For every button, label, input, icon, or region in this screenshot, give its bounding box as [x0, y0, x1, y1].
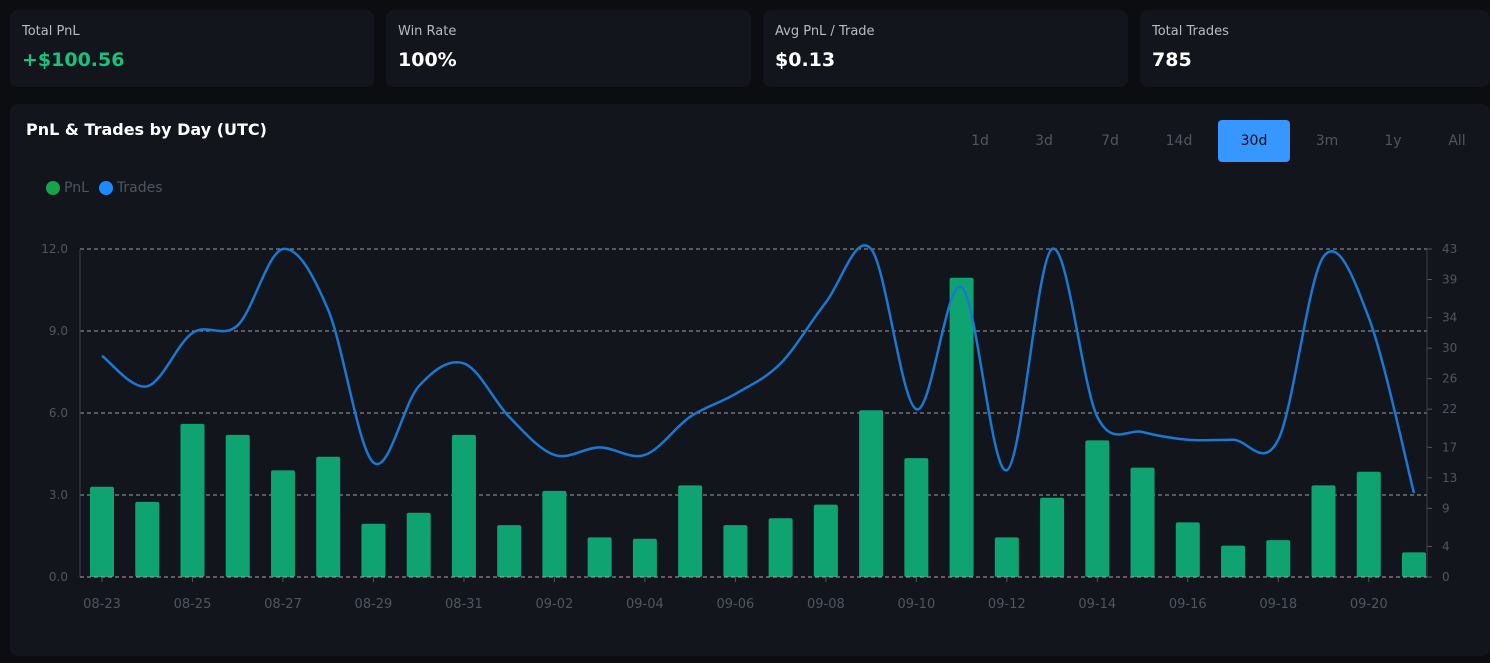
pnl-dot-icon	[46, 181, 60, 195]
x-tick-label: 08-31	[445, 597, 483, 612]
trades-line	[101, 244, 1416, 494]
x-tick-label: 08-27	[264, 597, 302, 612]
range-button-all[interactable]: All	[1448, 133, 1466, 149]
x-tick-label: 09-02	[536, 597, 574, 612]
pnl-bar	[180, 423, 205, 577]
pnl-bar	[1311, 485, 1336, 577]
chart-legend: PnL Trades	[46, 180, 173, 196]
pnl-bar	[451, 434, 476, 577]
y-right-tick-label: 4	[1442, 539, 1450, 553]
stat-value: +$100.56	[22, 49, 125, 71]
y-right-tick-label: 22	[1442, 402, 1457, 416]
y-right-tick-label: 43	[1442, 242, 1457, 256]
range-button-3m[interactable]: 3m	[1315, 133, 1339, 149]
legend-item-pnl[interactable]: PnL	[46, 180, 89, 196]
pnl-bar	[768, 518, 793, 577]
panel-title: PnL & Trades by Day (UTC)	[26, 120, 267, 139]
pnl-bar	[1085, 440, 1110, 577]
y-right-tick-label: 17	[1442, 440, 1457, 454]
stat-label: Total PnL	[22, 24, 80, 39]
range-button-3d[interactable]: 3d	[1035, 133, 1053, 149]
pnl-bar	[632, 538, 657, 577]
pnl-bar	[225, 434, 250, 577]
x-tick-label: 08-29	[355, 597, 393, 612]
y-right-tick-label: 9	[1442, 501, 1450, 515]
pnl-bar	[1130, 467, 1155, 577]
stat-value: 785	[1152, 49, 1192, 71]
legend-item-trades[interactable]: Trades	[98, 180, 163, 196]
stat-card-win-rate: Win Rate 100%	[386, 10, 751, 87]
pnl-bar	[497, 525, 522, 577]
pnl-bar	[994, 537, 1019, 577]
range-button-1d[interactable]: 1d	[971, 133, 989, 149]
x-tick-label: 09-14	[1078, 597, 1116, 612]
pnl-bar	[587, 537, 612, 577]
stat-card-avg-pnl: Avg PnL / Trade $0.13	[763, 10, 1128, 87]
range-button-7d[interactable]: 7d	[1101, 133, 1119, 149]
range-button-1y[interactable]: 1y	[1384, 133, 1402, 149]
y-right-tick-label: 26	[1442, 372, 1457, 386]
y-right-tick-label: 0	[1442, 570, 1450, 584]
y-right-tick-label: 30	[1442, 341, 1457, 355]
y-left-tick-label: 0.0	[49, 570, 68, 584]
stat-value: $0.13	[775, 49, 836, 71]
pnl-bar	[723, 525, 748, 577]
y-left-tick-label: 12.0	[41, 242, 68, 256]
x-tick-label: 09-10	[897, 597, 935, 612]
x-tick-label: 09-16	[1169, 597, 1207, 612]
pnl-bar	[1266, 540, 1291, 577]
stat-card-total-pnl: Total PnL +$100.56	[10, 10, 374, 87]
pnl-bar	[270, 470, 295, 577]
pnl-bar	[1040, 497, 1065, 577]
x-tick-label: 09-20	[1350, 597, 1388, 612]
pnl-bar	[949, 277, 974, 577]
x-tick-label: 09-12	[988, 597, 1026, 612]
x-tick-label: 09-18	[1259, 597, 1297, 612]
trades-dot-icon	[98, 181, 113, 195]
pnl-bar	[1175, 522, 1200, 577]
stat-value: 100%	[398, 49, 457, 71]
y-right-tick-label: 34	[1442, 311, 1457, 325]
x-tick-label: 09-06	[716, 597, 754, 612]
x-tick-label: 09-04	[626, 597, 664, 612]
pnl-bar	[542, 490, 567, 577]
y-left-tick-label: 6.0	[49, 406, 68, 420]
pnl-bar	[1356, 471, 1381, 577]
y-right-tick-label: 39	[1442, 273, 1457, 287]
x-tick-label: 08-25	[174, 597, 212, 612]
stat-label: Avg PnL / Trade	[775, 24, 875, 39]
range-button-30d[interactable]: 30d	[1218, 120, 1290, 162]
stat-label: Total Trades	[1152, 24, 1229, 39]
stat-card-total-trades: Total Trades 785	[1140, 10, 1490, 87]
pnl-bar	[406, 512, 431, 577]
pnl-bar	[1402, 552, 1426, 577]
legend-label: Trades	[116, 180, 163, 196]
stat-label: Win Rate	[398, 24, 457, 39]
x-tick-label: 08-23	[83, 597, 121, 612]
pnl-bar	[135, 501, 160, 577]
y-left-tick-label: 3.0	[49, 488, 68, 502]
y-left-tick-label: 9.0	[49, 324, 68, 338]
pnl-bar	[361, 523, 386, 577]
pnl-bar	[1221, 545, 1246, 577]
pnl-bar	[90, 486, 114, 577]
pnl-bar	[316, 456, 341, 577]
legend-label: PnL	[64, 180, 89, 196]
pnl-bar	[859, 410, 884, 577]
range-button-14d[interactable]: 14d	[1165, 133, 1193, 149]
pnl-bar	[904, 458, 929, 577]
pnl-bar	[813, 504, 838, 577]
x-tick-label: 09-08	[807, 597, 845, 612]
y-right-tick-label: 13	[1442, 471, 1457, 485]
pnl-bar	[678, 485, 703, 577]
